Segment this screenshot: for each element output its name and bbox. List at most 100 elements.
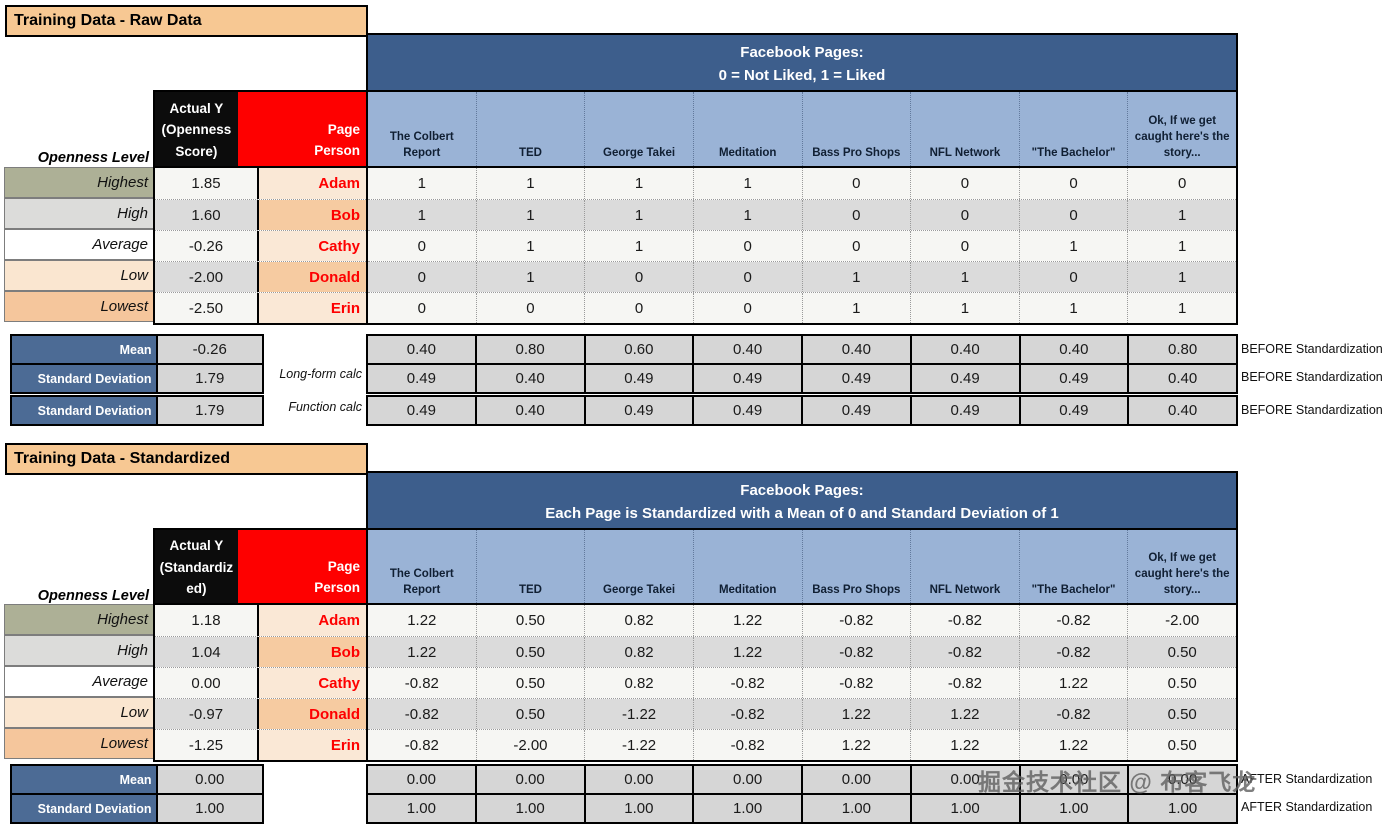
like-value-cell[interactable]: 0 (584, 262, 693, 292)
like-value-cell[interactable]: 0.50 (475, 668, 585, 698)
summary-grid-cell[interactable]: 0.00 (692, 766, 801, 793)
like-value-cell[interactable]: 0.50 (475, 699, 585, 729)
like-value-cell[interactable]: -0.82 (692, 730, 802, 760)
openness-level-cell[interactable]: Average (4, 229, 156, 260)
like-value-cell[interactable]: 1 (475, 231, 585, 261)
summary-grid-cell[interactable]: 0.00 (1127, 766, 1236, 793)
summary-grid-cell[interactable]: 0.49 (1018, 365, 1128, 392)
openness-level-cell[interactable]: Low (4, 697, 156, 728)
like-value-cell[interactable]: -0.82 (801, 637, 911, 667)
like-value-cell[interactable]: 1.22 (801, 699, 911, 729)
page-person-cell[interactable]: Bob (256, 200, 368, 230)
actual-y-cell[interactable]: -0.26 (155, 231, 257, 261)
page-person-cell[interactable]: Donald (256, 262, 368, 292)
like-value-cell[interactable]: 0 (475, 293, 585, 323)
summary-grid-cell[interactable]: 0.00 (474, 766, 584, 793)
like-value-cell[interactable]: 0 (1018, 168, 1128, 199)
page-person-cell[interactable]: Adam (256, 605, 368, 636)
like-value-cell[interactable]: -2.00 (475, 730, 585, 760)
summary-grid-cell[interactable]: 0.49 (583, 365, 693, 392)
actual-y-cell[interactable]: 0.00 (155, 668, 257, 698)
actual-y-cell[interactable]: 1.18 (155, 605, 257, 636)
like-value-cell[interactable]: -1.22 (584, 730, 693, 760)
summary-grid-cell[interactable]: 0.00 (368, 766, 475, 793)
like-value-cell[interactable]: 0.82 (584, 668, 693, 698)
page-person-cell[interactable]: Donald (256, 699, 368, 729)
like-value-cell[interactable]: 0.82 (584, 605, 693, 636)
summary-grid-cell[interactable]: 0.40 (474, 365, 584, 392)
summary-value[interactable]: 0.00 (155, 766, 262, 793)
like-value-cell[interactable]: 1 (1018, 231, 1128, 261)
like-value-cell[interactable]: 1 (910, 262, 1019, 292)
like-value-cell[interactable]: 1 (475, 200, 585, 230)
like-value-cell[interactable]: 0 (368, 293, 476, 323)
actual-y-cell[interactable]: 1.04 (155, 637, 257, 667)
summary-grid-cell[interactable]: 0.40 (1127, 365, 1236, 392)
summary-grid-cell[interactable]: 0.49 (801, 365, 910, 392)
actual-y-cell[interactable]: -2.50 (155, 293, 257, 323)
summary-grid-cell[interactable]: 0.49 (368, 397, 475, 424)
like-value-cell[interactable]: 1.22 (910, 699, 1019, 729)
summary-grid-cell[interactable]: 0.40 (909, 336, 1019, 363)
openness-level-cell[interactable]: Lowest (4, 291, 156, 322)
like-value-cell[interactable]: 0 (801, 168, 911, 199)
like-value-cell[interactable]: 0.50 (1127, 637, 1236, 667)
actual-y-cell[interactable]: -1.25 (155, 730, 257, 760)
summary-grid-cell[interactable]: 0.40 (474, 397, 584, 424)
summary-grid-cell[interactable]: 0.00 (801, 766, 910, 793)
like-value-cell[interactable]: 0.50 (1127, 668, 1236, 698)
like-value-cell[interactable]: 1.22 (801, 730, 911, 760)
summary-grid-cell[interactable]: 0.49 (692, 397, 801, 424)
actual-y-cell[interactable]: 1.85 (155, 168, 257, 199)
openness-level-cell[interactable]: Average (4, 666, 156, 697)
page-person-cell[interactable]: Cathy (256, 231, 368, 261)
openness-level-cell[interactable]: Low (4, 260, 156, 291)
summary-grid-cell[interactable]: 0.60 (583, 336, 693, 363)
like-value-cell[interactable]: 0.50 (475, 605, 585, 636)
like-value-cell[interactable]: -0.82 (1018, 637, 1128, 667)
like-value-cell[interactable]: 1 (692, 168, 802, 199)
like-value-cell[interactable]: -0.82 (1018, 605, 1128, 636)
like-value-cell[interactable]: -0.82 (910, 668, 1019, 698)
page-person-cell[interactable]: Bob (256, 637, 368, 667)
summary-value[interactable]: 1.79 (155, 397, 262, 424)
like-value-cell[interactable]: 1.22 (1018, 730, 1128, 760)
summary-grid-cell[interactable]: 0.40 (801, 336, 910, 363)
like-value-cell[interactable]: 0.50 (475, 637, 585, 667)
page-person-cell[interactable]: Adam (256, 168, 368, 199)
summary-value[interactable]: 1.00 (155, 795, 262, 822)
summary-grid-cell[interactable]: 1.00 (474, 795, 584, 822)
like-value-cell[interactable]: 0 (368, 262, 476, 292)
summary-grid-cell[interactable]: 0.00 (583, 766, 693, 793)
summary-grid-cell[interactable]: 0.40 (1127, 397, 1236, 424)
like-value-cell[interactable]: 1.22 (368, 637, 476, 667)
like-value-cell[interactable]: 1 (1018, 293, 1128, 323)
openness-level-cell[interactable]: Highest (4, 167, 156, 198)
page-person-cell[interactable]: Erin (256, 730, 368, 760)
like-value-cell[interactable]: 0 (1127, 168, 1236, 199)
like-value-cell[interactable]: 0 (910, 231, 1019, 261)
like-value-cell[interactable]: 1.22 (1018, 668, 1128, 698)
like-value-cell[interactable]: 1 (801, 293, 911, 323)
like-value-cell[interactable]: 1 (692, 200, 802, 230)
summary-grid-cell[interactable]: 0.49 (909, 397, 1019, 424)
summary-grid-cell[interactable]: 0.40 (368, 336, 475, 363)
openness-level-cell[interactable]: Lowest (4, 728, 156, 759)
summary-grid-cell[interactable]: 1.00 (583, 795, 693, 822)
like-value-cell[interactable]: 1 (368, 168, 476, 199)
like-value-cell[interactable]: 1.22 (692, 605, 802, 636)
like-value-cell[interactable]: 0 (910, 168, 1019, 199)
page-person-cell[interactable]: Erin (256, 293, 368, 323)
summary-grid-cell[interactable]: 0.40 (1018, 336, 1128, 363)
summary-grid-cell[interactable]: 0.00 (1018, 766, 1128, 793)
actual-y-cell[interactable]: -0.97 (155, 699, 257, 729)
like-value-cell[interactable]: 1.22 (692, 637, 802, 667)
like-value-cell[interactable]: -0.82 (1018, 699, 1128, 729)
like-value-cell[interactable]: 1 (1127, 293, 1236, 323)
like-value-cell[interactable]: 0 (584, 293, 693, 323)
summary-grid-cell[interactable]: 1.00 (909, 795, 1019, 822)
like-value-cell[interactable]: 0.50 (1127, 730, 1236, 760)
like-value-cell[interactable]: 0 (692, 231, 802, 261)
openness-level-cell[interactable]: Highest (4, 604, 156, 635)
like-value-cell[interactable]: 1.22 (368, 605, 476, 636)
